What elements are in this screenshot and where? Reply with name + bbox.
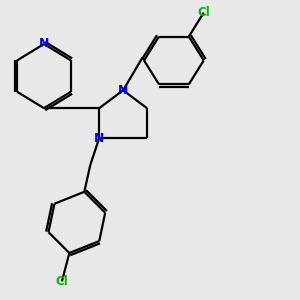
Text: N: N	[94, 132, 104, 145]
Text: Cl: Cl	[56, 275, 68, 288]
Text: N: N	[39, 38, 49, 50]
Text: N: N	[118, 84, 128, 97]
Text: Cl: Cl	[197, 6, 210, 19]
